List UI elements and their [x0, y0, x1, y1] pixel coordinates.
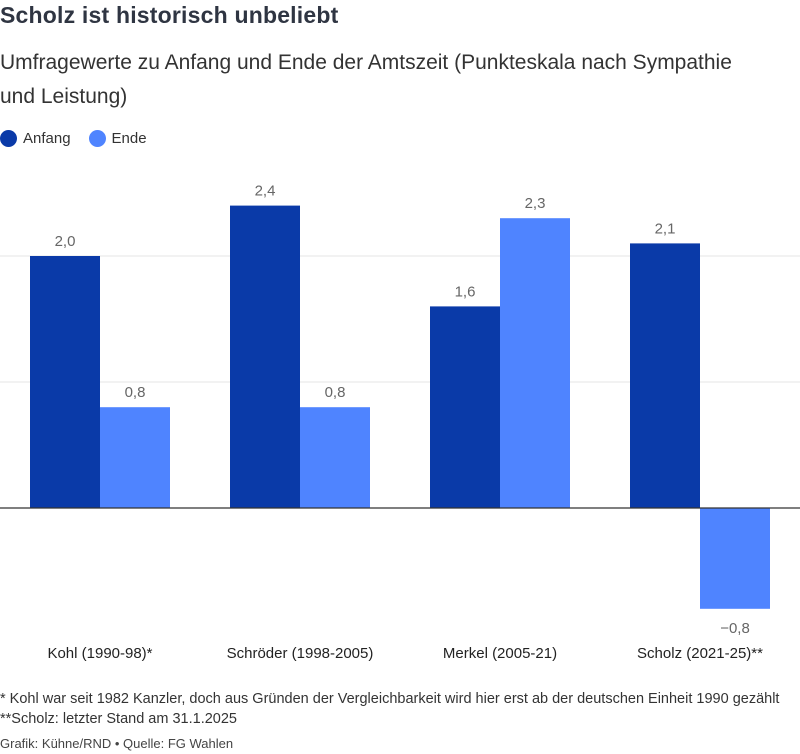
legend-label-ende: Ende	[111, 130, 147, 147]
data-label-ende-2: 2,3	[525, 195, 546, 212]
bar-chart: 2,0 0,8 Kohl (1990-98)* 2,4 0,8 Schröder (199…	[0, 183, 800, 662]
data-label-anfang-0: 2,0	[55, 233, 76, 250]
data-label-ende-3: −0,8	[720, 620, 750, 637]
x-tick-label-1: Schröder (1998-2005)	[227, 645, 374, 662]
data-label-ende-0: 0,8	[125, 384, 146, 401]
bar-anfang-3	[630, 243, 700, 508]
bar-ende-0	[100, 407, 170, 508]
x-tick-label-3: Scholz (2021-25)**	[637, 645, 763, 662]
legend-item-ende: Ende	[88, 130, 147, 147]
data-label-anfang-2: 1,6	[455, 283, 476, 300]
chart-subtitle: Umfragewerte zu Anfang und Ende der Amts…	[0, 51, 732, 108]
x-tick-label-0: Kohl (1990-98)*	[47, 645, 152, 662]
bar-anfang-0	[30, 256, 100, 508]
bar-ende-3	[700, 508, 770, 609]
data-label-ende-1: 0,8	[325, 384, 346, 401]
legend: Anfang Ende	[0, 130, 147, 147]
bar-anfang-1	[230, 205, 300, 508]
chart-title: Scholz ist historisch unbeliebt	[0, 2, 339, 28]
footnote: * Kohl war seit 1982 Kanzler, doch aus G…	[0, 691, 780, 727]
bar-anfang-2	[430, 306, 500, 508]
x-tick-label-2: Merkel (2005-21)	[443, 645, 557, 662]
bar-ende-1	[300, 407, 370, 508]
data-label-anfang-3: 2,1	[655, 220, 676, 237]
legend-swatch-anfang	[0, 130, 17, 147]
legend-label-anfang: Anfang	[23, 130, 71, 147]
source-credit: Grafik: Kühne/RND • Quelle: FG Wahlen	[0, 736, 234, 751]
legend-item-anfang: Anfang	[0, 130, 71, 147]
bar-ende-2	[500, 218, 570, 508]
data-label-anfang-1: 2,4	[255, 183, 276, 200]
legend-swatch-ende	[88, 130, 106, 147]
